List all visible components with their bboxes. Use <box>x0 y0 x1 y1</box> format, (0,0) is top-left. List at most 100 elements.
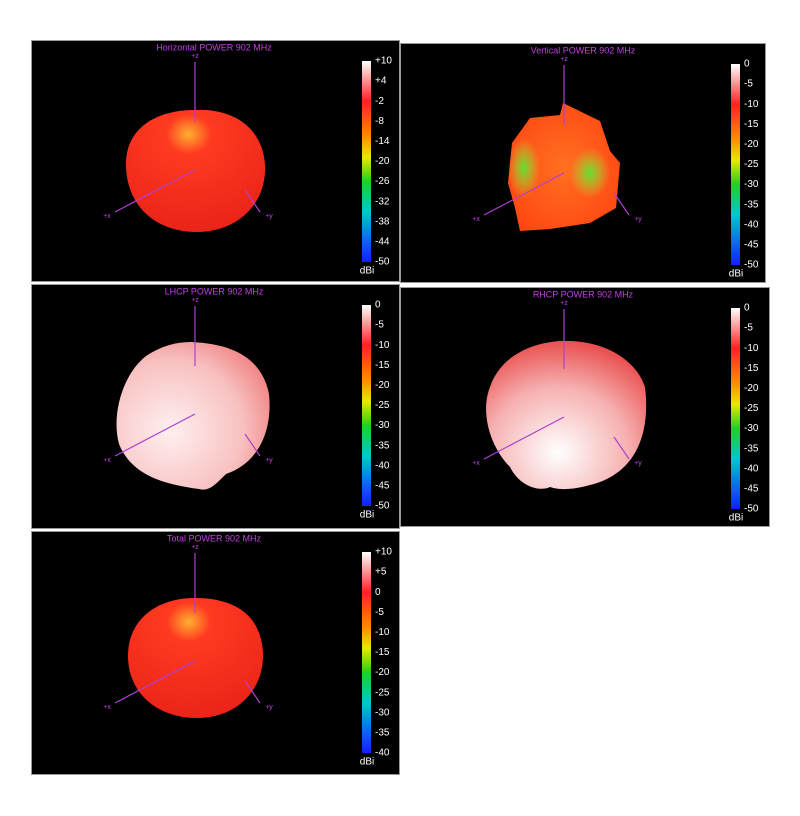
scale-label: -10 <box>744 343 759 354</box>
scale-label: -25 <box>375 687 390 698</box>
scale-label: -15 <box>375 647 390 658</box>
scale-label: -50 <box>744 504 759 515</box>
scale-label: -5 <box>744 79 753 90</box>
scale-label: -5 <box>744 323 753 334</box>
scale-label: -25 <box>744 159 759 170</box>
pattern-3d <box>486 340 647 490</box>
color-bar <box>362 61 371 262</box>
axis-label: +y <box>634 460 642 467</box>
scale-unit: dBi <box>360 510 374 521</box>
scale-unit: dBi <box>729 513 743 524</box>
scale-label: -45 <box>744 484 759 495</box>
scale-label: -45 <box>744 240 759 251</box>
scale-label: -26 <box>375 176 390 187</box>
pattern-3d <box>508 103 620 231</box>
axis-x <box>483 416 565 460</box>
panel-title: Vertical POWER 902 MHz <box>531 45 636 55</box>
scale-label: -40 <box>744 219 759 230</box>
axis-label: +x <box>103 213 111 220</box>
scale-label: -45 <box>375 481 390 492</box>
scale-label: -25 <box>375 400 390 411</box>
scale-label: 0 <box>375 300 381 311</box>
scale-label: +5 <box>375 567 387 578</box>
scale-label: -15 <box>744 119 759 130</box>
scale-unit: dBi <box>360 266 374 277</box>
scale-label: -35 <box>744 443 759 454</box>
panel: RHCP POWER 902 MHz+z +x +y 0 -5 -10 -15 -20 -25 -… <box>400 287 770 527</box>
axis-label: +y <box>265 457 273 464</box>
scale-label: +10 <box>375 547 392 558</box>
axis-y <box>244 433 261 457</box>
scale-label: -50 <box>744 260 759 271</box>
scale-label: -40 <box>375 460 390 471</box>
scale-label: -10 <box>375 340 390 351</box>
axis-x <box>114 413 196 457</box>
scale-label: 0 <box>744 303 750 314</box>
scale-label: +10 <box>375 56 392 67</box>
axis-label: +y <box>265 213 273 220</box>
scale-label: 0 <box>375 587 381 598</box>
panel-title: Horizontal POWER 902 MHz <box>156 42 272 52</box>
scale-label: -44 <box>375 237 390 248</box>
scale-unit: dBi <box>360 757 374 768</box>
pattern-shade <box>508 138 540 198</box>
axis-label: +z <box>191 297 199 304</box>
axis-label: +x <box>472 216 480 223</box>
scale-label: +4 <box>375 76 387 87</box>
axis-x <box>114 660 196 704</box>
scale-unit: dBi <box>729 269 743 280</box>
scale-label: -2 <box>375 96 384 107</box>
axis-y <box>613 192 630 216</box>
axis-label: +x <box>103 457 111 464</box>
scale-label: -38 <box>375 216 390 227</box>
scale-label: -10 <box>375 627 390 638</box>
panel: LHCP POWER 902 MHz+z +x +y 0 -5 -10 -15 -20 -25 -… <box>31 284 400 529</box>
scale-label: -35 <box>375 728 390 739</box>
axis-x <box>483 172 565 216</box>
axis-label: +x <box>472 460 480 467</box>
panel: Vertical POWER 902 MHz+z +x +y 0 -5 -10 -15 -20… <box>400 43 766 283</box>
axis-label: +z <box>191 544 199 551</box>
axis-label: +z <box>560 300 568 307</box>
axis-label: +z <box>560 56 568 63</box>
scale-label: -8 <box>375 116 384 127</box>
axis-label: +z <box>191 53 199 60</box>
scale-label: -25 <box>744 403 759 414</box>
scale-label: -30 <box>744 423 759 434</box>
scale-label: -15 <box>744 363 759 374</box>
scale-label: -10 <box>744 99 759 110</box>
scale-label: -30 <box>375 707 390 718</box>
pattern-shade <box>570 148 610 198</box>
scale-label: -40 <box>375 748 390 759</box>
scale-label: -50 <box>375 257 390 268</box>
scale-label: -5 <box>375 607 384 618</box>
axis-label: +x <box>103 704 111 711</box>
axis-y <box>244 680 261 704</box>
panel-title: Total POWER 902 MHz <box>167 533 262 543</box>
pattern-3d <box>125 109 266 232</box>
panel: Total POWER 902 MHz+z +x +y +10 +5 0 -5 -10 -15 -… <box>31 531 400 775</box>
scale-label: -50 <box>375 501 390 512</box>
scale-label: -30 <box>744 179 759 190</box>
panel-title: LHCP POWER 902 MHz <box>165 286 264 296</box>
axis-label: +y <box>634 216 642 223</box>
scale-label: -20 <box>375 667 390 678</box>
color-bar <box>362 552 371 753</box>
scale-label: -15 <box>375 360 390 371</box>
scale-label: -14 <box>375 136 390 147</box>
scale-label: -30 <box>375 420 390 431</box>
axis-y <box>244 189 261 213</box>
scale-label: -20 <box>744 139 759 150</box>
scale-label: -5 <box>375 320 384 331</box>
axis-label: +y <box>265 704 273 711</box>
color-bar <box>362 305 371 506</box>
axis-x <box>114 169 196 213</box>
color-bar <box>731 64 740 265</box>
scale-label: -20 <box>375 156 390 167</box>
scale-label: -40 <box>744 463 759 474</box>
color-bar <box>731 308 740 509</box>
axis-y <box>613 436 630 460</box>
panel-title: RHCP POWER 902 MHz <box>533 289 634 299</box>
scale-label: -35 <box>744 199 759 210</box>
